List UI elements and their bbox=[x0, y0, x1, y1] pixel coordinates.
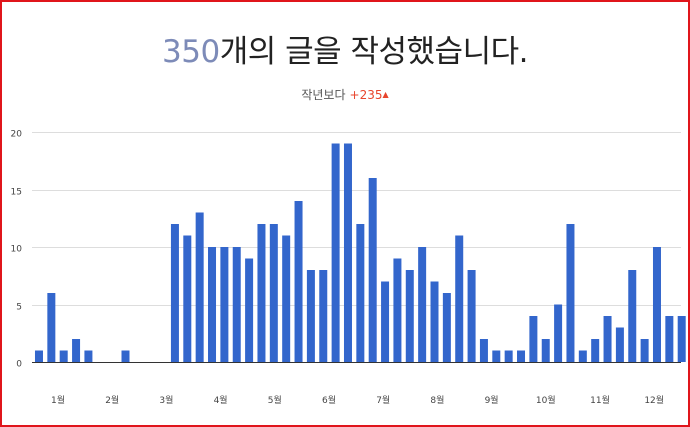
bar bbox=[331, 143, 340, 362]
bar bbox=[34, 350, 43, 362]
bars bbox=[34, 143, 686, 362]
bar bbox=[591, 339, 600, 362]
bar bbox=[170, 224, 179, 362]
bar bbox=[356, 224, 365, 362]
bar bbox=[467, 270, 476, 362]
bar bbox=[665, 316, 674, 362]
y-tick-label: 0 bbox=[16, 360, 22, 370]
bar bbox=[47, 293, 56, 362]
bar bbox=[72, 339, 81, 362]
x-tick-label: 4월 bbox=[214, 394, 228, 406]
y-axis-ticks: 0 5 10 15 20 bbox=[11, 130, 23, 370]
bar bbox=[578, 350, 587, 362]
x-tick-label: 12월 bbox=[644, 394, 664, 406]
x-tick-label: 11월 bbox=[590, 394, 610, 406]
bar bbox=[628, 270, 637, 362]
up-arrow-icon: ▲ bbox=[382, 90, 389, 99]
bar bbox=[430, 281, 439, 362]
x-tick-label: 2월 bbox=[105, 394, 119, 406]
bar bbox=[183, 235, 192, 362]
bar bbox=[282, 235, 291, 362]
bar bbox=[393, 258, 402, 362]
bar bbox=[479, 339, 488, 362]
comparison-value: +235 bbox=[349, 88, 383, 102]
bar bbox=[59, 350, 68, 362]
bar bbox=[294, 201, 303, 362]
bar bbox=[381, 281, 390, 362]
bar bbox=[504, 350, 513, 362]
bar bbox=[257, 224, 266, 362]
bar bbox=[652, 247, 661, 362]
bar bbox=[554, 304, 563, 362]
bar bbox=[640, 339, 649, 362]
bar bbox=[677, 316, 686, 362]
bar bbox=[121, 350, 130, 362]
bar bbox=[405, 270, 414, 362]
bar bbox=[306, 270, 315, 362]
bar bbox=[517, 350, 526, 362]
y-tick-label: 20 bbox=[11, 130, 23, 140]
year-comparison: 작년보다 +235▲ bbox=[0, 86, 690, 103]
y-tick-label: 15 bbox=[11, 188, 22, 198]
bar bbox=[492, 350, 501, 362]
x-tick-label: 1월 bbox=[51, 394, 65, 406]
x-tick-label: 5월 bbox=[268, 394, 282, 406]
bar bbox=[208, 247, 217, 362]
headline-text: 개의 글을 작성했습니다. bbox=[219, 34, 529, 70]
bar bbox=[245, 258, 254, 362]
bar bbox=[455, 235, 464, 362]
x-tick-label: 10월 bbox=[536, 394, 556, 406]
bar bbox=[84, 350, 93, 362]
bar bbox=[603, 316, 612, 362]
bar bbox=[566, 224, 575, 362]
post-count: 350 bbox=[162, 34, 220, 70]
bar bbox=[541, 339, 550, 362]
x-tick-label: 7월 bbox=[376, 394, 390, 406]
headline: 350개의 글을 작성했습니다. bbox=[0, 26, 690, 71]
bar bbox=[343, 143, 352, 362]
bar bbox=[319, 270, 328, 362]
bar bbox=[418, 247, 427, 362]
bar bbox=[368, 178, 377, 362]
y-tick-label: 5 bbox=[16, 303, 22, 313]
y-tick-label: 10 bbox=[11, 245, 23, 255]
comparison-label: 작년보다 bbox=[301, 88, 346, 102]
x-tick-label: 6월 bbox=[322, 394, 336, 406]
bar bbox=[220, 247, 229, 362]
bar bbox=[529, 316, 538, 362]
bar bbox=[232, 247, 241, 362]
bar bbox=[269, 224, 278, 362]
x-axis-ticks: 1월 2월 3월 4월 5월 6월 7월 8월 9월 10월 11월 12월 bbox=[51, 394, 664, 406]
x-tick-label: 3월 bbox=[159, 394, 173, 406]
bar bbox=[442, 293, 451, 362]
bar bbox=[195, 212, 204, 362]
x-tick-label: 9월 bbox=[485, 394, 499, 406]
x-tick-label: 8월 bbox=[430, 394, 444, 406]
bar bbox=[615, 327, 624, 362]
